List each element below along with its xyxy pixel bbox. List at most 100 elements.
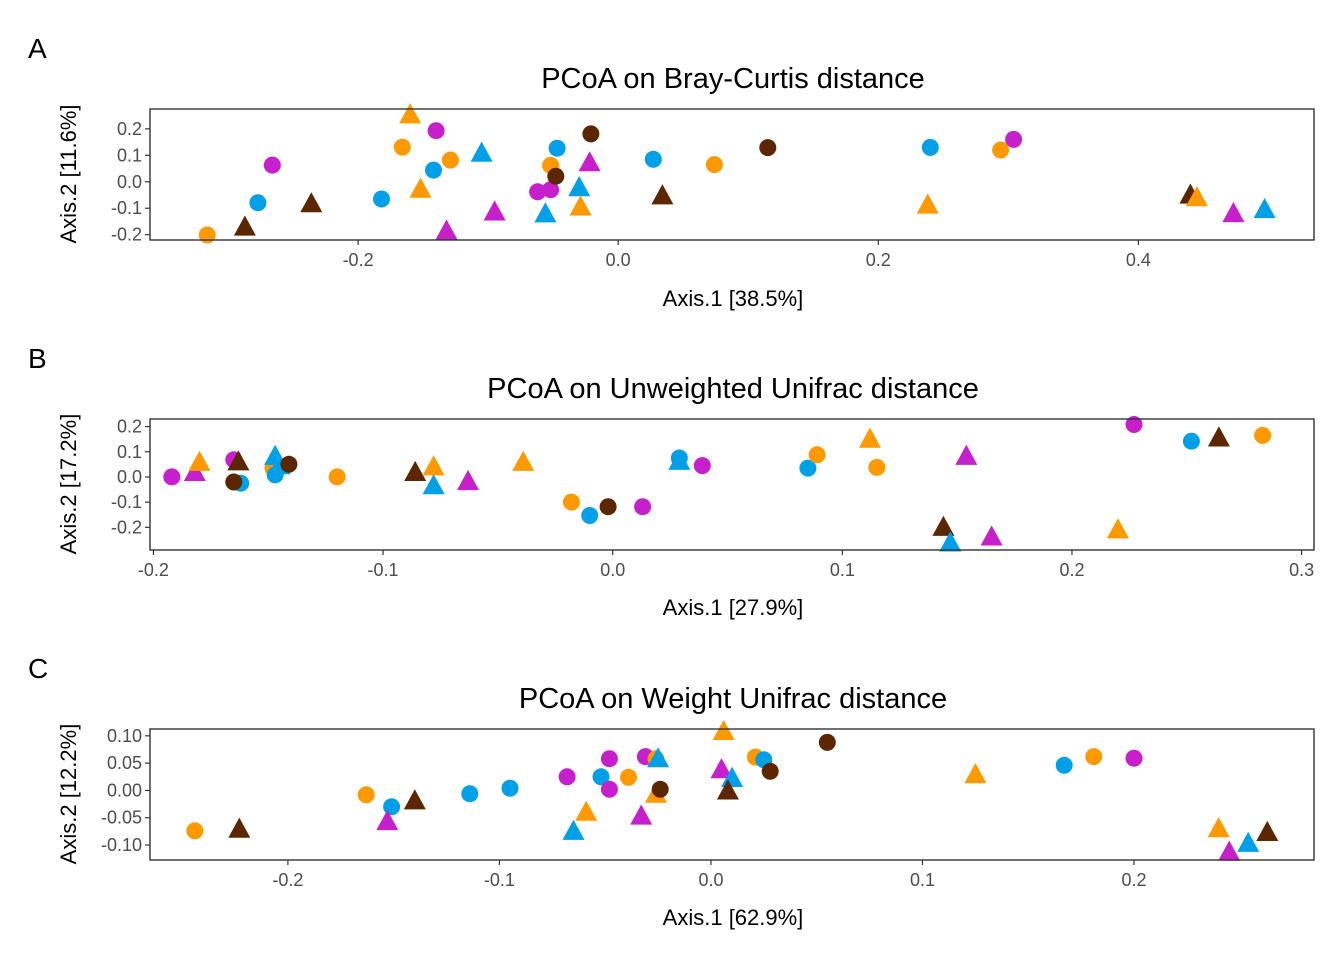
data-point-a-34 (1185, 186, 1208, 207)
data-point-c-6 (461, 785, 479, 803)
y-tick-label-c-4: 0.10 (107, 726, 142, 746)
x-tick-label-b-3: 0.1 (830, 560, 855, 580)
data-point-b-27 (858, 427, 881, 448)
data-point-b-32 (980, 525, 1003, 546)
data-point-b-21 (634, 498, 652, 516)
y-axis-label-a: Axis.2 [11.6%] (56, 105, 81, 244)
data-point-a-8 (409, 177, 432, 198)
data-point-c-32 (1125, 749, 1143, 767)
y-axis-label-b: Axis.2 [17.2%] (56, 414, 81, 555)
y-tick-label-a-0: -0.2 (111, 225, 142, 245)
data-point-a-2 (263, 156, 281, 174)
data-point-c-8 (558, 768, 576, 786)
plot-border-b (149, 418, 1315, 551)
y-tick-label-a-2: 0.0 (117, 172, 142, 192)
x-axis-label-b: Axis.1 [27.9%] (663, 595, 804, 620)
data-point-a-11 (435, 219, 458, 240)
data-point-a-22 (569, 195, 592, 216)
data-point-a-24 (582, 125, 600, 143)
data-point-a-23 (578, 151, 601, 172)
data-point-b-20 (599, 498, 617, 516)
y-tick-label-a-4: 0.2 (117, 119, 142, 139)
panel-label-b: B (28, 343, 47, 374)
data-point-a-9 (425, 161, 442, 179)
data-point-b-23 (668, 449, 691, 470)
data-point-a-19 (547, 167, 565, 185)
data-point-c-34 (1218, 840, 1241, 861)
data-point-a-7 (393, 138, 411, 156)
chart-title-b: PCoA on Unweighted Unifrac distance (487, 373, 979, 405)
data-point-b-24 (693, 457, 711, 475)
data-point-c-29 (964, 763, 987, 784)
data-point-b-30 (939, 531, 962, 552)
panel-label-c: C (28, 653, 48, 684)
y-tick-label-a-3: 0.1 (117, 145, 142, 165)
panel-a: A PCoA on Bray-Curtis distance -0.2 0.0 0.… (28, 33, 1315, 311)
data-point-b-10 (266, 466, 284, 484)
x-tick-label-a-1: 0.0 (606, 250, 631, 270)
y-tick-label-c-2: 0.00 (107, 780, 142, 800)
data-point-a-30 (921, 138, 939, 156)
data-point-c-2 (357, 786, 375, 804)
data-point-c-35 (1237, 831, 1260, 852)
data-point-b-25 (799, 459, 817, 477)
data-point-c-36 (1256, 820, 1279, 841)
data-point-b-0 (163, 468, 181, 486)
data-point-a-14 (483, 200, 506, 221)
x-tick-label-a-2: 0.2 (866, 250, 891, 270)
chart-title-a: PCoA on Bray-Curtis distance (541, 63, 925, 95)
y-tick-label-a-1: -0.1 (111, 198, 142, 218)
data-point-b-11 (280, 455, 298, 473)
data-point-c-0 (186, 822, 204, 840)
data-point-c-30 (1055, 756, 1073, 774)
data-point-b-15 (422, 474, 445, 495)
y-tick-label-b-0: -0.2 (111, 517, 142, 537)
data-point-b-17 (512, 450, 535, 471)
x-tick-label-c-2: 0.0 (698, 870, 723, 890)
x-tick-label-c-3: 0.1 (910, 870, 935, 890)
data-point-a-0 (198, 226, 216, 244)
x-tick-label-a-0: -0.2 (343, 250, 374, 270)
data-point-c-5 (403, 789, 426, 810)
data-point-c-1 (228, 817, 251, 838)
x-tick-label-b-4: 0.2 (1059, 560, 1084, 580)
data-point-a-13 (470, 141, 493, 162)
data-point-c-14 (620, 768, 637, 786)
data-point-b-1 (183, 460, 206, 481)
data-point-b-33 (1106, 518, 1129, 539)
data-point-a-32 (1005, 130, 1023, 148)
panel-b: B PCoA on Unweighted Unifrac distance -0… (28, 343, 1315, 620)
data-point-c-33 (1207, 817, 1230, 838)
data-point-b-13 (404, 460, 427, 481)
data-point-a-26 (651, 184, 674, 205)
y-tick-label-c-0: -0.10 (101, 835, 142, 855)
data-point-a-16 (534, 202, 557, 223)
data-point-a-28 (759, 139, 777, 157)
data-point-c-3 (383, 798, 401, 816)
data-point-c-27 (761, 762, 779, 780)
data-point-b-31 (955, 444, 978, 465)
data-point-b-14 (422, 455, 445, 476)
data-point-b-35 (1182, 432, 1200, 450)
x-tick-label-c-1: -0.1 (484, 870, 515, 890)
data-point-a-4 (300, 192, 323, 213)
data-point-b-16 (457, 469, 479, 491)
data-point-c-28 (818, 733, 836, 751)
data-point-c-10 (575, 800, 598, 821)
data-point-a-12 (441, 151, 459, 169)
chart-title-c: PCoA on Weight Unifrac distance (519, 683, 947, 715)
data-point-c-21 (712, 719, 735, 740)
y-tick-label-c-3: 0.05 (107, 753, 142, 773)
data-point-b-6 (225, 473, 243, 491)
data-point-b-37 (1254, 426, 1272, 444)
plot-border-a (149, 108, 1315, 241)
data-point-a-21 (568, 176, 591, 197)
data-point-a-5 (373, 190, 390, 208)
data-point-b-29 (932, 515, 955, 536)
data-point-a-36 (1253, 198, 1276, 219)
data-point-b-36 (1207, 426, 1230, 447)
data-point-c-9 (562, 819, 585, 840)
data-point-a-20 (548, 139, 566, 157)
